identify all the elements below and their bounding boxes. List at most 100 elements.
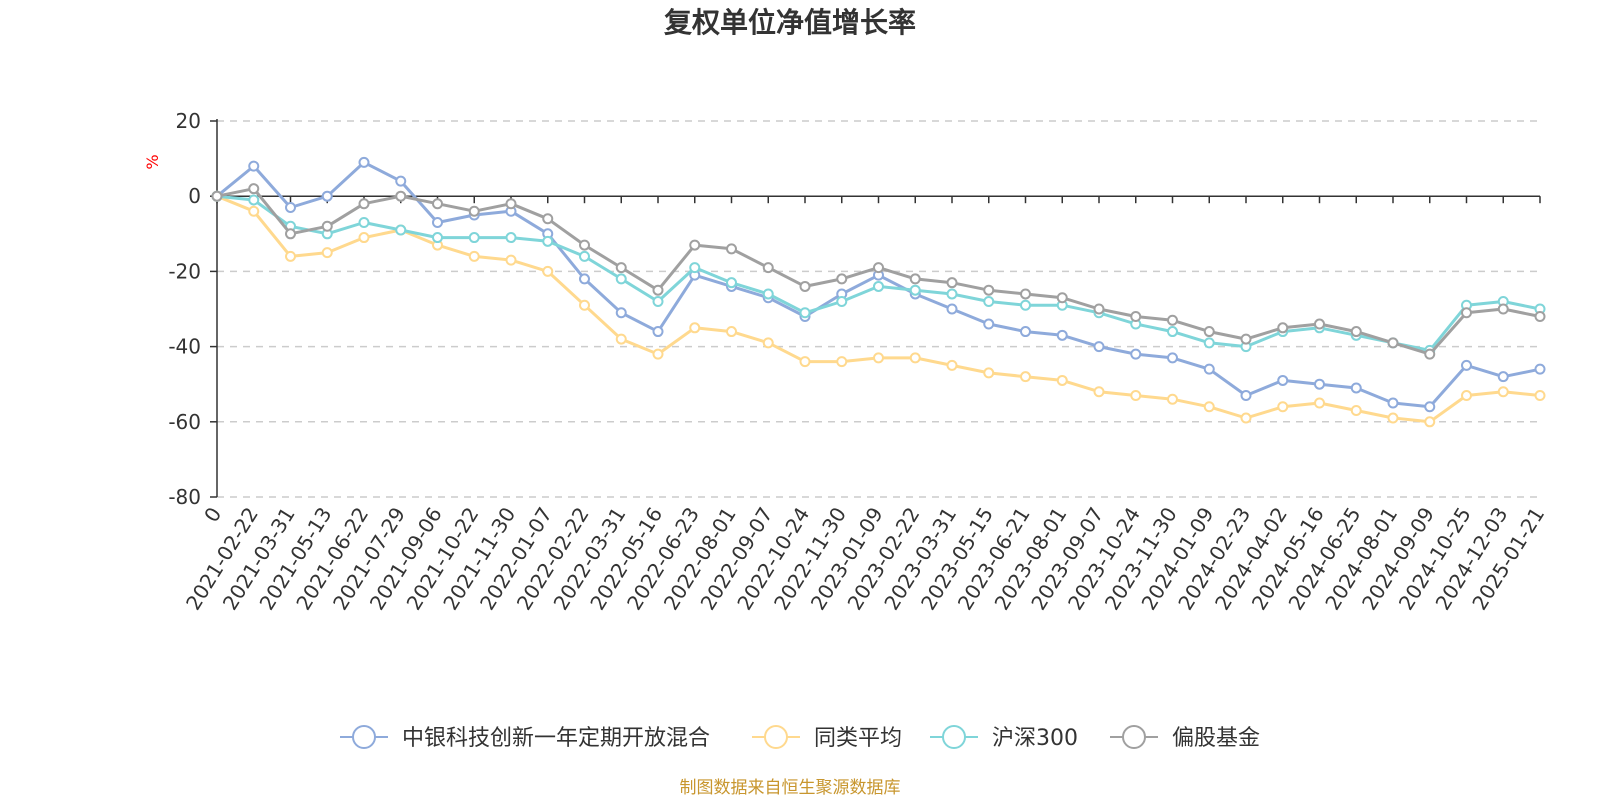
data-point (983, 295, 995, 307)
y-tick-label: -80 (168, 485, 201, 509)
data-point (579, 250, 590, 262)
data-point (615, 307, 627, 319)
data-point (1093, 386, 1105, 398)
data-point (1277, 401, 1289, 413)
data-point (468, 250, 480, 262)
y-tick-label: 20 (176, 109, 201, 133)
data-point (1056, 374, 1068, 386)
data-point (1020, 299, 1031, 311)
legend-label: 偏股基金 (1172, 726, 1260, 751)
data-point (468, 232, 480, 244)
data-point (946, 288, 958, 300)
data-point (799, 356, 811, 368)
data-point (1534, 389, 1546, 401)
data-point (615, 262, 627, 274)
legend: 中银科技创新一年定期开放混合 同类平均 沪深300 偏股基金 (340, 725, 1260, 751)
data-point (762, 262, 774, 274)
data-point (1167, 393, 1178, 405)
data-point (542, 213, 554, 225)
data-point (505, 198, 517, 210)
data-point (873, 262, 884, 274)
data-point (689, 239, 701, 251)
data-point (1167, 326, 1178, 338)
legend-marker-2 (942, 725, 966, 749)
data-point (432, 198, 443, 210)
data-point (1056, 329, 1068, 341)
data-point (1387, 397, 1399, 409)
data-point (1387, 412, 1399, 424)
data-point (946, 359, 958, 371)
data-point (248, 194, 260, 206)
data-point (983, 284, 995, 296)
data-point (579, 299, 590, 311)
data-point (321, 247, 333, 259)
data-point (432, 217, 443, 229)
data-point (468, 205, 480, 217)
legend-marker-3 (1122, 725, 1146, 749)
data-point (358, 156, 370, 168)
data-point (1240, 389, 1252, 401)
data-point (689, 262, 701, 274)
chart-title: 复权单位净值增长率 (664, 6, 916, 39)
data-point (726, 326, 737, 338)
data-point (579, 273, 590, 285)
data-point (1093, 303, 1105, 315)
data-point (836, 273, 848, 285)
data-point (321, 220, 333, 232)
data-point (1056, 292, 1068, 304)
data-point (1461, 359, 1472, 371)
data-point (1350, 326, 1362, 338)
data-point (873, 280, 884, 292)
data-point (652, 348, 664, 360)
data-point (1203, 337, 1215, 349)
data-point (395, 175, 407, 187)
y-tick-label: -60 (168, 410, 201, 434)
y-axis-unit: % (143, 154, 162, 169)
data-point (1130, 348, 1142, 360)
data-point (983, 318, 995, 330)
data-point (1203, 401, 1215, 413)
data-point (542, 265, 554, 277)
data-point (211, 190, 223, 202)
data-point (505, 232, 517, 244)
data-point (1277, 374, 1289, 386)
data-point (946, 277, 958, 289)
data-point (358, 232, 370, 244)
data-point (1167, 352, 1178, 364)
data-point (1130, 389, 1142, 401)
y-tick-label: -40 (168, 335, 201, 359)
data-point (652, 284, 664, 296)
data-point (248, 183, 260, 195)
data-point (1167, 314, 1178, 326)
data-point (1203, 363, 1215, 375)
x-tick-label: 0 (199, 503, 226, 527)
data-point (1424, 416, 1436, 428)
source-note: 制图数据来自恒生聚源数据库 (680, 778, 901, 798)
data-point (1424, 401, 1436, 413)
data-point (1130, 311, 1142, 323)
data-point (983, 367, 995, 379)
data-point (1314, 318, 1325, 330)
data-point (652, 295, 664, 307)
data-point (1350, 405, 1362, 417)
legend-label: 中银科技创新一年定期开放混合 (402, 726, 710, 751)
data-point (1350, 382, 1362, 394)
data-point (505, 254, 517, 266)
data-point (615, 273, 627, 285)
data-point (1534, 363, 1546, 375)
data-point (1314, 378, 1325, 390)
data-point (285, 201, 296, 213)
data-point (689, 322, 701, 334)
data-point (1461, 389, 1472, 401)
data-point (873, 352, 884, 364)
data-point (615, 333, 627, 345)
data-point (1424, 348, 1436, 360)
data-point (1020, 371, 1031, 383)
data-point (1497, 386, 1509, 398)
data-point (285, 250, 296, 262)
data-point (321, 190, 333, 202)
data-point (1534, 311, 1546, 323)
data-point (358, 198, 370, 210)
